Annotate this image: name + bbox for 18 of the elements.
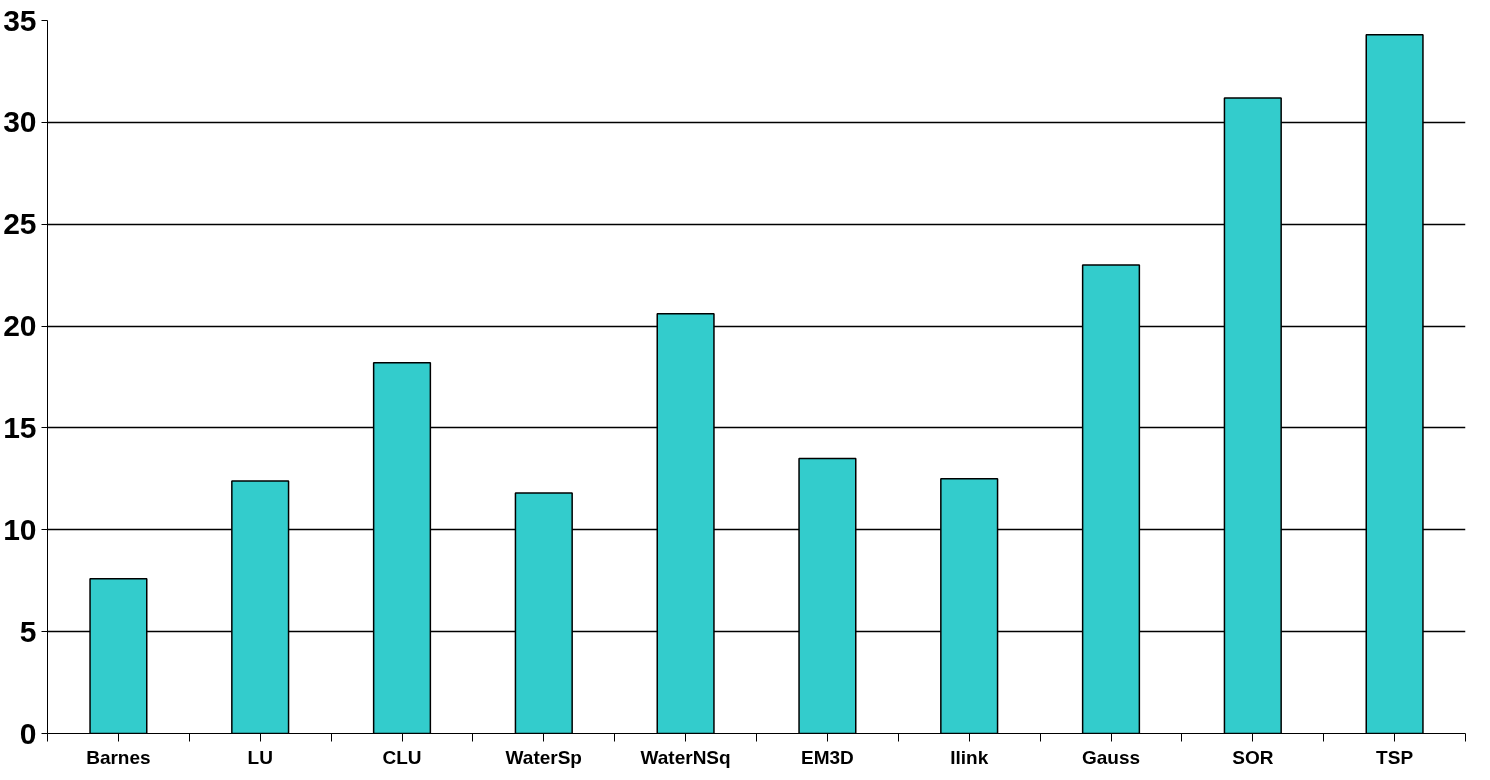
x-tick-label: LU xyxy=(247,746,273,768)
x-tick-label: EM3D xyxy=(801,746,854,768)
y-tick-label: 5 xyxy=(19,614,37,648)
y-tick-label: 15 xyxy=(3,410,37,444)
x-tick-label: Gauss xyxy=(1081,746,1141,768)
x-tick-label: SOR xyxy=(1232,746,1274,768)
y-tick-label: 0 xyxy=(19,716,37,750)
x-tick-label: Barnes xyxy=(86,746,151,768)
y-tick-label: 25 xyxy=(3,207,37,241)
x-tick-label: WaterNSq xyxy=(640,746,731,768)
y-tick-label: 35 xyxy=(3,3,37,37)
x-tick-label: WaterSp xyxy=(505,746,582,768)
y-tick-label: 30 xyxy=(3,105,37,139)
y-tick-label: 10 xyxy=(3,512,37,546)
x-tick-label: Ilink xyxy=(950,746,989,768)
x-tick-label: TSP xyxy=(1376,746,1414,768)
y-tick-label: 20 xyxy=(3,309,37,343)
x-tick-label: CLU xyxy=(382,746,422,768)
